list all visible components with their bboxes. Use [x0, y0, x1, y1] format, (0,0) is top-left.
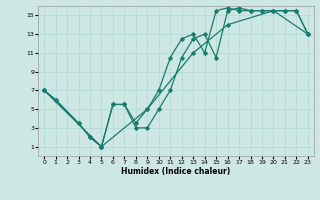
X-axis label: Humidex (Indice chaleur): Humidex (Indice chaleur) [121, 167, 231, 176]
